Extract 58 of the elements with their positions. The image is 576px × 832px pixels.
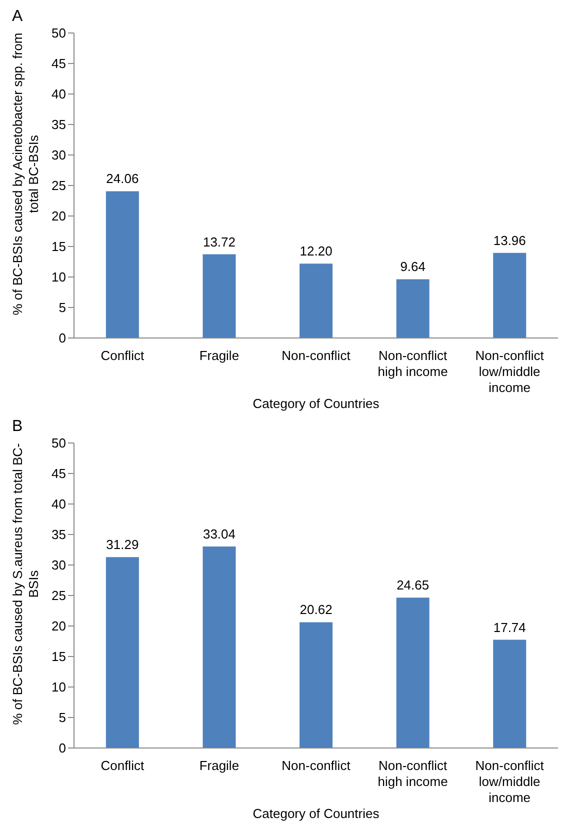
x-axis-title: Category of Countries	[252, 806, 380, 821]
data-label: 13.72	[202, 234, 236, 250]
bar	[300, 264, 333, 338]
y-tick-label: 50	[52, 436, 66, 451]
y-tick-label: 40	[52, 86, 66, 102]
y-tick-label: 35	[52, 117, 66, 132]
y-tick-label: 15	[52, 239, 66, 254]
y-tick-label: 5	[58, 710, 66, 726]
chart-title: B	[12, 418, 23, 436]
data-label: 13.96	[493, 232, 526, 248]
data-label: 20.62	[300, 602, 332, 618]
bar	[396, 279, 430, 338]
x-tick-label: Non-conflict high income	[378, 348, 448, 379]
bar	[106, 191, 139, 338]
y-tick-label: 5	[58, 300, 66, 316]
y-tick-label: 15	[52, 649, 66, 664]
y-tick-label: 25	[52, 588, 66, 604]
y-axis-title: % of BC-BSIs caused by Acinetobacter spp. from total BC-BSIs	[10, 32, 42, 318]
bar	[493, 252, 526, 338]
data-label: 17.74	[493, 620, 526, 635]
y-tick-label: 30	[52, 558, 66, 573]
y-tick-label: 45	[52, 56, 66, 72]
x-tick-label: Non-conflict	[282, 758, 351, 773]
y-tick-label: 25	[52, 178, 66, 194]
x-tick-label: Conflict	[100, 348, 144, 363]
y-tick-label: 45	[52, 466, 66, 482]
data-label: 24.06	[106, 171, 139, 186]
data-label: 24.65	[396, 578, 430, 593]
y-tick-label: 20	[52, 618, 66, 634]
x-tick-label: Fragile	[199, 758, 240, 773]
x-tick-label: Non-conflict low/middle income	[475, 758, 544, 805]
y-tick-label: 20	[52, 208, 66, 224]
x-tick-label: Non-conflict	[282, 348, 351, 363]
y-tick-label: 30	[52, 148, 66, 163]
y-tick-label: 10	[52, 270, 66, 285]
bar	[493, 640, 526, 748]
bar	[202, 254, 236, 338]
bar	[106, 557, 139, 748]
y-tick-label: 50	[52, 26, 66, 41]
x-tick-label: Non-conflict low/middle income	[475, 348, 544, 395]
data-label: 31.29	[106, 537, 139, 552]
y-tick-label: 35	[52, 527, 66, 542]
y-tick-label: 10	[52, 680, 66, 695]
chart-title: A	[12, 8, 23, 26]
data-label: 9.64	[400, 259, 426, 274]
bar	[202, 546, 236, 748]
data-label: 12.20	[300, 244, 332, 259]
y-tick-label: 40	[52, 496, 66, 512]
x-axis-title: Category of Countries	[252, 396, 380, 411]
y-tick-label: 0	[58, 740, 66, 756]
x-tick-label: Non-conflict high income	[378, 758, 448, 789]
y-tick-label: 0	[58, 330, 66, 346]
data-label: 33.04	[202, 526, 236, 542]
bar	[300, 622, 333, 748]
x-tick-label: Conflict	[100, 758, 144, 773]
y-axis-title: % of BC-BSIs caused by S.aureus from total BC-BSIs	[10, 442, 42, 727]
x-tick-label: Fragile	[199, 348, 240, 363]
bar	[396, 598, 430, 748]
